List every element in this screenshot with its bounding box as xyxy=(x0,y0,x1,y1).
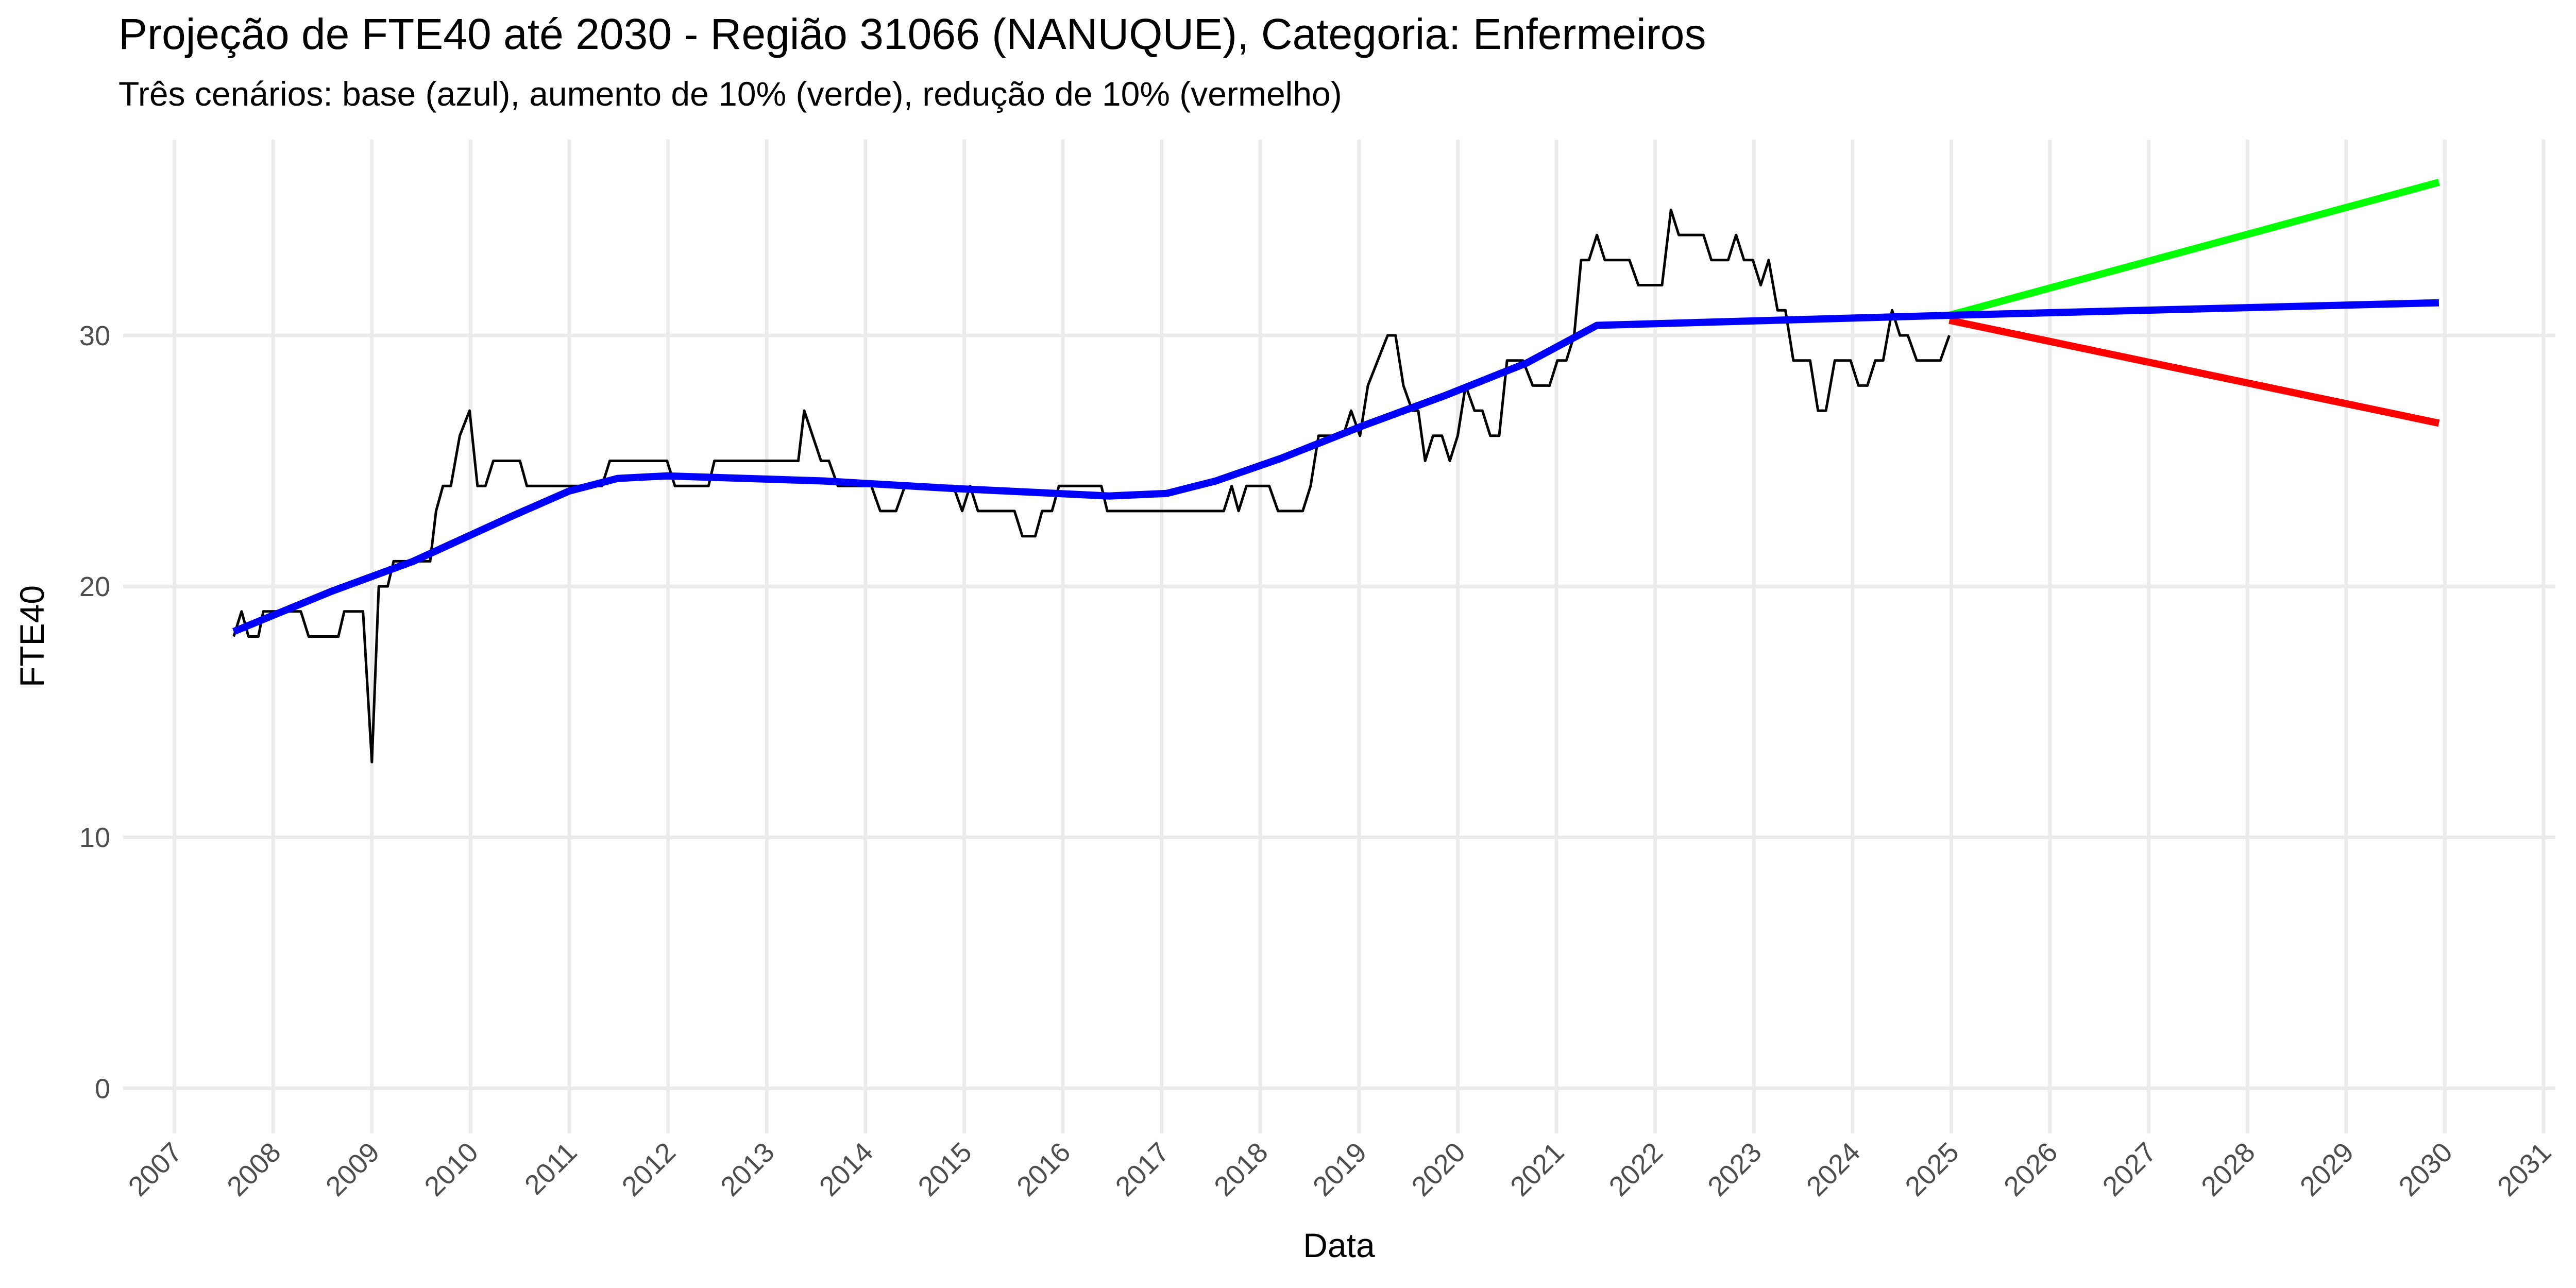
y-tick-label: 10 xyxy=(79,822,110,853)
data-line xyxy=(232,299,2439,635)
y-axis-title: FTE40 xyxy=(13,585,51,687)
data-line xyxy=(1948,179,2440,319)
y-tick-label: 30 xyxy=(79,320,110,351)
y-tick-label: 20 xyxy=(79,571,110,602)
chart-subtitle: Três cenários: base (azul), aumento de 1… xyxy=(118,75,1342,113)
chart-title: Projeção de FTE40 até 2030 - Região 3106… xyxy=(118,10,1706,58)
x-axis-title: Data xyxy=(1303,1226,1375,1264)
y-tick-label: 0 xyxy=(95,1073,110,1104)
data-line xyxy=(1948,316,2440,427)
